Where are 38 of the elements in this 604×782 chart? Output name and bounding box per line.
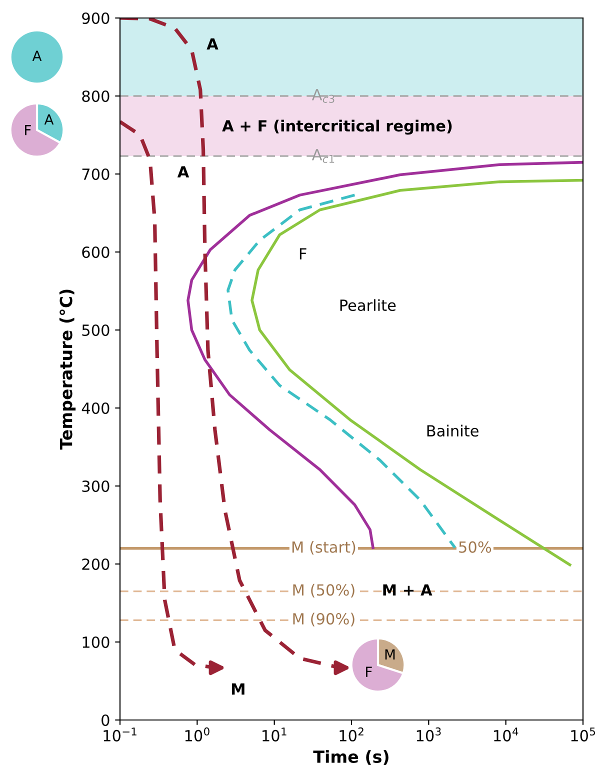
text: A [32, 50, 42, 61]
ref-line-label: A$_{c3}$ [312, 89, 334, 103]
annotation: F [300, 248, 306, 260]
y-tick-label: 800 [82, 90, 110, 102]
x-tick-label: 10$^{5}$ [571, 728, 596, 742]
y-tick-label: 900 [82, 12, 110, 24]
annotation: A + F (intercritical regime) [222, 120, 452, 135]
ref-line-label: M (90%) [293, 612, 354, 626]
y-tick-label: 0 [102, 714, 110, 726]
y-tick-label: 600 [82, 246, 110, 258]
ref-line-label: M (50%) [293, 584, 354, 598]
annotation: M + A [383, 584, 432, 596]
x-tick-label: 10$^{4}$ [494, 728, 518, 742]
x-tick-label: 10$^{3}$ [416, 727, 441, 742]
x-tick-label: 10$^{1}$ [262, 728, 286, 742]
annotation: A [177, 166, 190, 178]
y-tick-label: 300 [82, 480, 110, 492]
y-axis-title: Temperature (°C) [59, 290, 76, 450]
text: A [44, 114, 54, 124]
x-tick-label: 10$^{−1}$ [104, 728, 136, 742]
annotation: Bainite [427, 424, 478, 437]
ref-line-label: M (start) [292, 541, 356, 555]
x-axis-title: Time (s) [313, 750, 388, 765]
annotation: M [232, 683, 244, 695]
x-tick-label: 10$^{2}$ [340, 727, 364, 742]
annotation: 50% [459, 541, 492, 553]
ref-line-label: A$_{c1}$ [312, 149, 334, 163]
annotation: M [385, 649, 395, 660]
annotation: F [366, 666, 372, 677]
annotation: Pearlite [340, 299, 396, 312]
y-tick-label: 500 [82, 324, 110, 336]
y-tick-label: 100 [82, 636, 110, 648]
y-tick-label: 700 [82, 168, 110, 180]
y-tick-label: 400 [82, 402, 110, 414]
x-tick-label: 10$^{0}$ [185, 727, 210, 742]
y-tick-label: 200 [82, 558, 110, 570]
text: F [25, 125, 31, 136]
annotation: A [206, 38, 218, 50]
